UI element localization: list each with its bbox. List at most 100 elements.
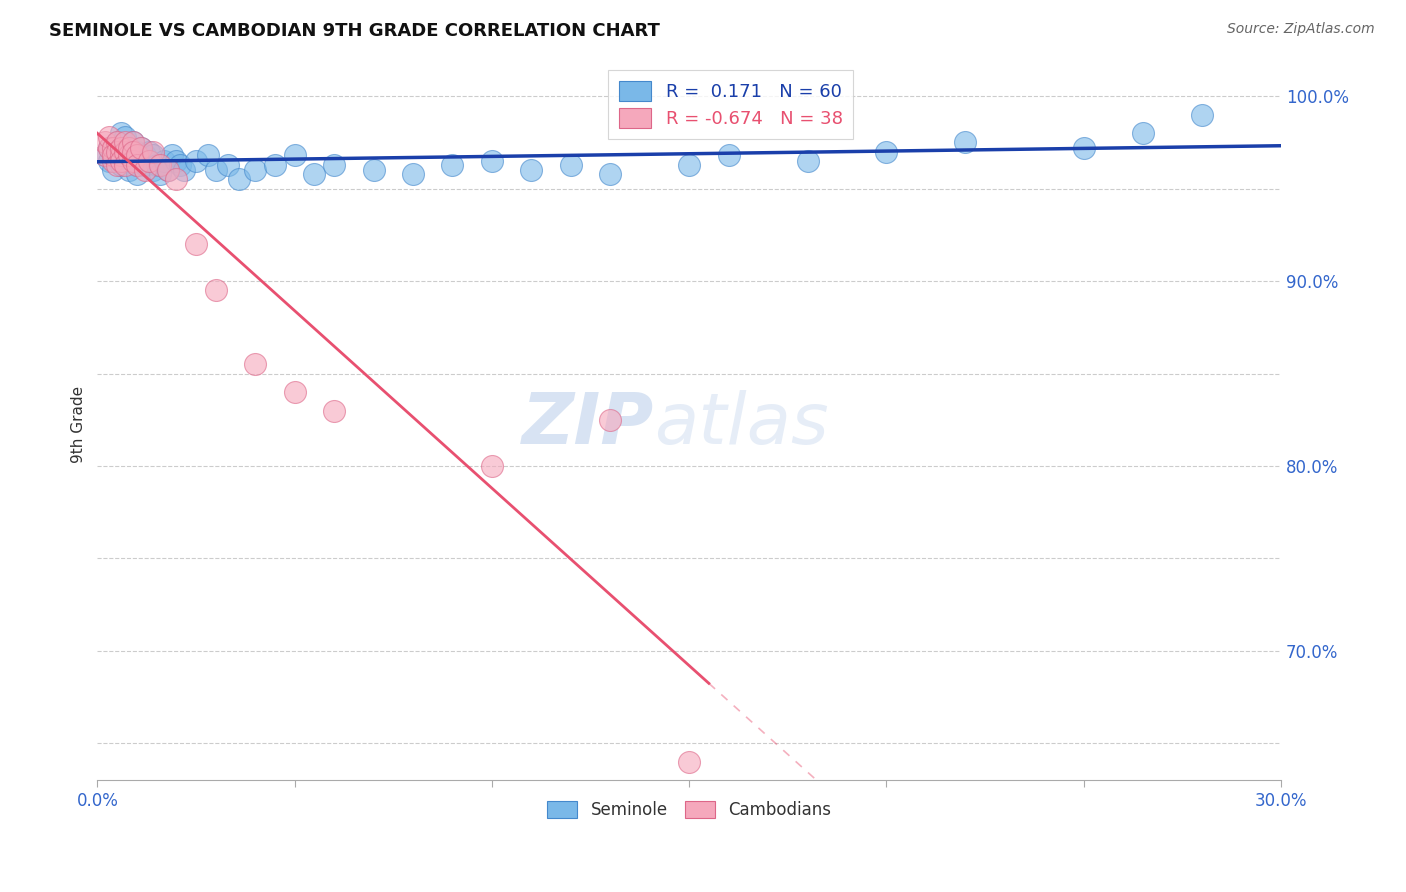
Point bbox=[717, 148, 740, 162]
Point bbox=[1191, 108, 1213, 122]
Point bbox=[98, 141, 121, 155]
Point bbox=[363, 163, 385, 178]
Point bbox=[204, 163, 226, 178]
Point bbox=[142, 163, 165, 178]
Point bbox=[165, 153, 187, 168]
Point bbox=[129, 141, 152, 155]
Point bbox=[304, 167, 326, 181]
Point bbox=[125, 148, 148, 162]
Point bbox=[134, 163, 156, 178]
Point bbox=[162, 148, 184, 162]
Point bbox=[114, 136, 136, 150]
Point bbox=[125, 145, 148, 159]
Point bbox=[169, 158, 191, 172]
Legend: Seminole, Cambodians: Seminole, Cambodians bbox=[541, 794, 838, 825]
Point bbox=[875, 145, 897, 159]
Point bbox=[678, 755, 700, 769]
Point bbox=[284, 385, 307, 400]
Point bbox=[101, 148, 124, 162]
Point bbox=[138, 145, 160, 159]
Point bbox=[110, 153, 132, 168]
Point bbox=[94, 136, 117, 150]
Point bbox=[101, 163, 124, 178]
Point bbox=[110, 145, 132, 159]
Point bbox=[204, 284, 226, 298]
Point bbox=[197, 148, 219, 162]
Point bbox=[101, 141, 124, 155]
Point bbox=[599, 413, 621, 427]
Point bbox=[101, 153, 124, 168]
Point bbox=[105, 145, 128, 159]
Point bbox=[118, 148, 141, 162]
Text: atlas: atlas bbox=[654, 390, 828, 458]
Point bbox=[110, 141, 132, 155]
Point bbox=[125, 158, 148, 172]
Point bbox=[520, 163, 543, 178]
Text: ZIP: ZIP bbox=[522, 390, 654, 458]
Point bbox=[323, 403, 346, 417]
Point bbox=[1132, 126, 1154, 140]
Point bbox=[157, 163, 180, 178]
Point bbox=[441, 158, 464, 172]
Point bbox=[243, 163, 266, 178]
Point bbox=[149, 167, 172, 181]
Point bbox=[153, 153, 176, 168]
Point bbox=[157, 163, 180, 178]
Point bbox=[110, 158, 132, 172]
Point bbox=[125, 167, 148, 181]
Point bbox=[105, 148, 128, 162]
Point bbox=[121, 148, 143, 162]
Point bbox=[121, 136, 143, 150]
Point bbox=[142, 145, 165, 159]
Point bbox=[121, 136, 143, 150]
Point bbox=[323, 158, 346, 172]
Point bbox=[105, 158, 128, 172]
Point bbox=[138, 153, 160, 168]
Text: SEMINOLE VS CAMBODIAN 9TH GRADE CORRELATION CHART: SEMINOLE VS CAMBODIAN 9TH GRADE CORRELAT… bbox=[49, 22, 659, 40]
Point bbox=[105, 136, 128, 150]
Point bbox=[98, 141, 121, 155]
Point bbox=[599, 167, 621, 181]
Point bbox=[118, 141, 141, 155]
Point bbox=[114, 153, 136, 168]
Point bbox=[110, 148, 132, 162]
Point bbox=[217, 158, 239, 172]
Point bbox=[114, 145, 136, 159]
Point bbox=[481, 153, 503, 168]
Point bbox=[101, 145, 124, 159]
Point bbox=[165, 172, 187, 186]
Point bbox=[264, 158, 287, 172]
Point bbox=[284, 148, 307, 162]
Point bbox=[173, 163, 195, 178]
Point bbox=[138, 153, 160, 168]
Y-axis label: 9th Grade: 9th Grade bbox=[72, 386, 86, 463]
Text: Source: ZipAtlas.com: Source: ZipAtlas.com bbox=[1227, 22, 1375, 37]
Point bbox=[129, 141, 152, 155]
Point bbox=[121, 145, 143, 159]
Point bbox=[678, 158, 700, 172]
Point bbox=[184, 153, 207, 168]
Point bbox=[118, 163, 141, 178]
Point bbox=[402, 167, 425, 181]
Point bbox=[134, 148, 156, 162]
Point bbox=[228, 172, 250, 186]
Point bbox=[94, 148, 117, 162]
Point bbox=[98, 153, 121, 168]
Point bbox=[955, 136, 977, 150]
Point bbox=[94, 148, 117, 162]
Point bbox=[114, 158, 136, 172]
Point bbox=[1073, 141, 1095, 155]
Point bbox=[98, 130, 121, 145]
Point bbox=[114, 130, 136, 145]
Point bbox=[243, 357, 266, 371]
Point bbox=[149, 158, 172, 172]
Point bbox=[125, 158, 148, 172]
Point bbox=[129, 153, 152, 168]
Point bbox=[481, 458, 503, 473]
Point bbox=[145, 158, 167, 172]
Point bbox=[560, 158, 582, 172]
Point bbox=[142, 148, 165, 162]
Point bbox=[796, 153, 818, 168]
Point bbox=[110, 126, 132, 140]
Point bbox=[118, 141, 141, 155]
